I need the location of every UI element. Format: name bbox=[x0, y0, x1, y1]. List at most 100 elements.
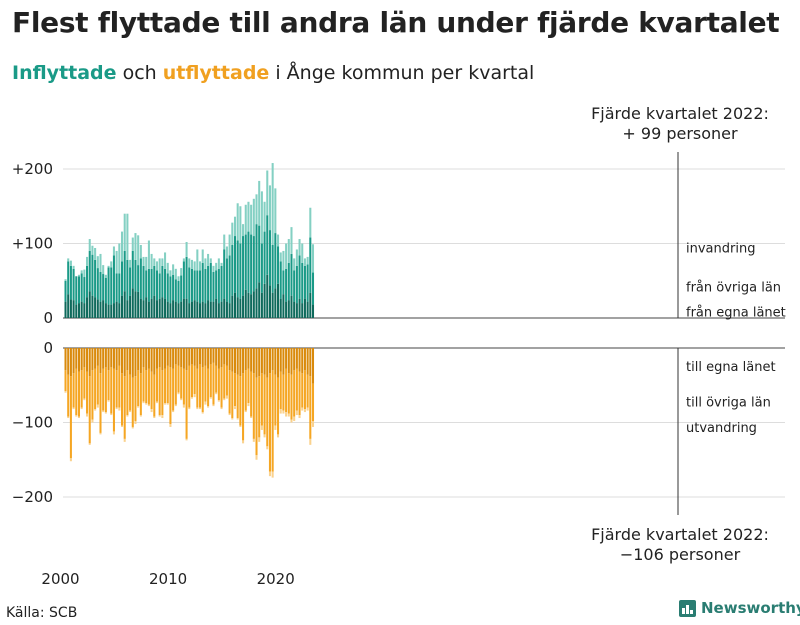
inflyttade-bar-segment bbox=[94, 247, 97, 260]
inflyttade-bar-segment bbox=[255, 288, 258, 318]
inflyttade-bar-segment bbox=[185, 242, 188, 257]
utflyttade-bar-segment bbox=[217, 348, 220, 369]
inflyttade-bar-segment bbox=[110, 261, 113, 268]
utflyttade-bar-segment bbox=[150, 348, 153, 372]
inflyttade-bar-segment bbox=[201, 301, 204, 318]
inflyttade-bar-segment bbox=[145, 297, 148, 318]
inflyttade-bar-segment bbox=[244, 289, 247, 318]
inflyttade-bar-segment bbox=[134, 291, 137, 318]
inflyttade-bar-segment bbox=[142, 256, 145, 266]
annotation-bottom-line1: Fjärde kvartalet 2022: bbox=[591, 525, 769, 544]
inflyttade-bar-segment bbox=[99, 271, 102, 302]
inflyttade-bar-segment bbox=[263, 283, 266, 318]
utflyttade-bar-segment bbox=[145, 348, 148, 371]
utflyttade-bar-segment bbox=[190, 348, 193, 365]
inflyttade-bar-segment bbox=[277, 246, 280, 284]
utflyttade-bar-segment bbox=[104, 412, 107, 414]
utflyttade-bar-segment bbox=[193, 394, 196, 398]
logo-text: Newsworthy bbox=[701, 599, 800, 617]
utflyttade-bar-segment bbox=[69, 376, 72, 459]
inflyttade-bar-segment bbox=[153, 295, 156, 318]
utflyttade-bar-segment bbox=[158, 367, 161, 416]
inflyttade-bar-segment bbox=[220, 265, 223, 302]
inflyttade-bar-segment bbox=[309, 207, 312, 238]
utflyttade-bar-segment bbox=[220, 407, 223, 410]
utflyttade-bar-segment bbox=[142, 367, 145, 402]
inflyttade-bar-segment bbox=[199, 270, 202, 304]
inflyttade-bar-segment bbox=[231, 222, 234, 245]
subtitle-rest: i Ånge kommun per kvartal bbox=[269, 62, 535, 84]
inflyttade-bar-segment bbox=[180, 301, 183, 318]
utflyttade-bar-segment bbox=[188, 407, 191, 410]
inflyttade-bar-segment bbox=[115, 301, 118, 318]
inflyttade-bar-segment bbox=[236, 240, 239, 298]
inflyttade-bar-segment bbox=[209, 258, 212, 263]
utflyttade-bar-segment bbox=[161, 415, 164, 419]
utflyttade-bar-segment bbox=[258, 348, 261, 377]
inflyttade-bar-segment bbox=[252, 236, 255, 292]
series-label-in_egna: från egna länet bbox=[686, 305, 786, 320]
inflyttade-bar-segment bbox=[80, 273, 83, 302]
inflyttade-bar-segment bbox=[247, 292, 250, 318]
utflyttade-bar-segment bbox=[285, 412, 288, 417]
inflyttade-bar-segment bbox=[303, 265, 306, 299]
utflyttade-bar-segment bbox=[177, 365, 180, 393]
inflyttade-bar-segment bbox=[158, 258, 161, 274]
utflyttade-bar-segment bbox=[174, 348, 177, 365]
utflyttade-bar-segment bbox=[88, 348, 91, 377]
inflyttade-bar-segment bbox=[266, 170, 269, 216]
inflyttade-bar-segment bbox=[242, 236, 245, 296]
inflyttade-bar-segment bbox=[177, 303, 180, 318]
utflyttade-bar-segment bbox=[147, 404, 150, 407]
inflyttade-bar-segment bbox=[217, 258, 220, 269]
inflyttade-bar-segment bbox=[161, 258, 164, 266]
utflyttade-bar-segment bbox=[88, 443, 91, 445]
newsworthy-logo: Newsworthy bbox=[679, 599, 800, 617]
inflyttade-bar-segment bbox=[72, 300, 75, 318]
utflyttade-bar-segment bbox=[94, 348, 97, 369]
inflyttade-bar-segment bbox=[169, 303, 172, 318]
utflyttade-bar-segment bbox=[279, 371, 282, 410]
inflyttade-bar-segment bbox=[303, 258, 306, 266]
utflyttade-bar-segment bbox=[94, 409, 97, 411]
utflyttade-bar-segment bbox=[263, 434, 266, 438]
utflyttade-bar-segment bbox=[199, 364, 202, 408]
inflyttade-bar-segment bbox=[290, 227, 293, 254]
utflyttade-bar-segment bbox=[120, 348, 124, 374]
inflyttade-bar-segment bbox=[172, 274, 175, 301]
utflyttade-bar-segment bbox=[285, 368, 288, 413]
utflyttade-bar-segment bbox=[185, 370, 188, 439]
utflyttade-bar-segment bbox=[277, 434, 280, 438]
utflyttade-bar-segment bbox=[155, 401, 159, 404]
inflyttade-bar-segment bbox=[94, 297, 97, 318]
inflyttade-bar-segment bbox=[293, 301, 296, 318]
utflyttade-bar-segment bbox=[209, 348, 212, 365]
utflyttade-bar-segment bbox=[153, 416, 156, 419]
top-y-tick-label: +200 bbox=[12, 160, 53, 178]
utflyttade-bar-segment bbox=[255, 348, 258, 378]
chart-title: Flest flyttade till andra län under fjär… bbox=[12, 6, 780, 39]
utflyttade-bar-segment bbox=[204, 365, 207, 402]
inflyttade-bar-segment bbox=[287, 239, 290, 263]
utflyttade-bar-segment bbox=[260, 348, 263, 374]
utflyttade-bar-segment bbox=[164, 348, 167, 369]
inflyttade-bar-segment bbox=[260, 243, 263, 293]
inflyttade-bar-segment bbox=[112, 303, 115, 318]
inflyttade-bar-segment bbox=[104, 277, 107, 304]
utflyttade-bar-segment bbox=[72, 373, 75, 408]
x-tick-label: 2010 bbox=[149, 570, 187, 588]
inflyttade-bar-segment bbox=[153, 258, 156, 266]
utflyttade-bar-segment bbox=[129, 410, 132, 413]
utflyttade-bar-segment bbox=[120, 425, 124, 427]
annotation-bottom-line2: −106 personer bbox=[619, 545, 741, 564]
inflyttade-bar-segment bbox=[88, 291, 91, 318]
inflyttade-bar-segment bbox=[233, 216, 237, 237]
inflyttade-bar-segment bbox=[268, 285, 271, 318]
inflyttade-bar-segment bbox=[242, 295, 245, 318]
inflyttade-bar-segment bbox=[134, 233, 137, 260]
utflyttade-bar-segment bbox=[282, 374, 285, 411]
inflyttade-bar-segment bbox=[131, 288, 134, 318]
inflyttade-bar-segment bbox=[129, 267, 132, 296]
annotation-bottom: Fjärde kvartalet 2022: −106 personer bbox=[570, 525, 790, 565]
inflyttade-bar-segment bbox=[99, 301, 102, 318]
